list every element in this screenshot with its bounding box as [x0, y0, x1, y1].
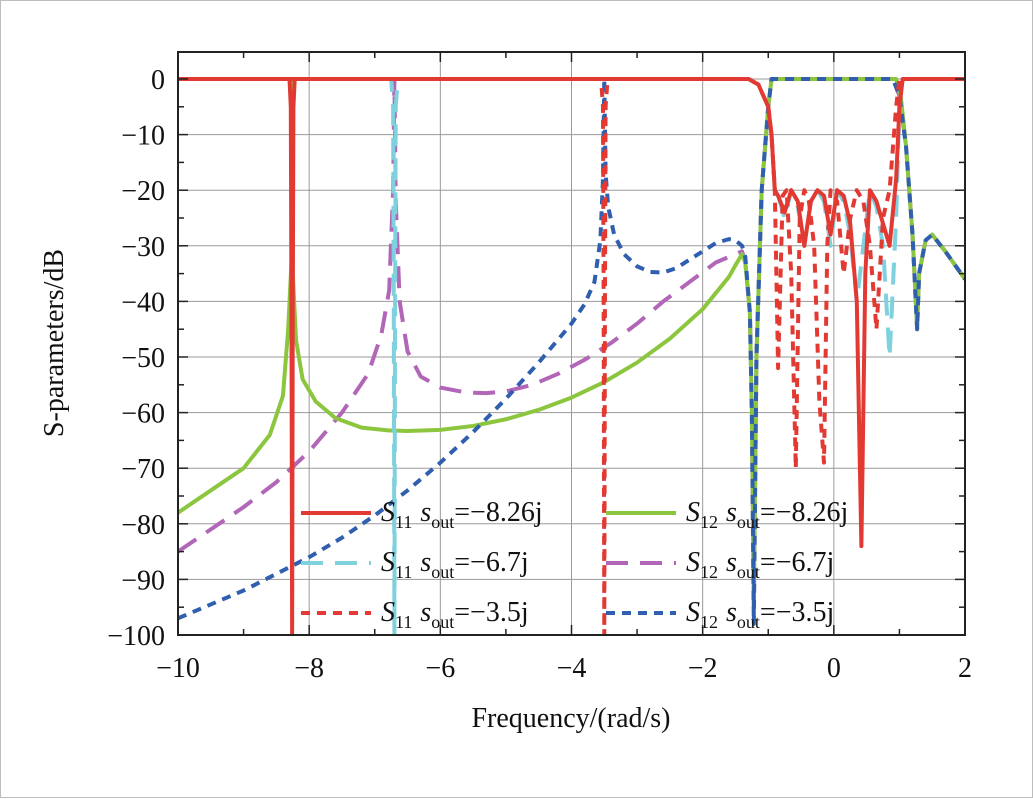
- legend-value: =−3.5j: [760, 597, 834, 628]
- legend-entry-5: S12 sout=−3.5j: [686, 597, 834, 632]
- legend-entry-2: S11 sout=−6.7j: [381, 547, 529, 582]
- y-tick-labels: 0 −10 −20 −30 −40 −50 −60 −70 −80 −90 −100: [107, 65, 165, 652]
- x-tick-label: −2: [688, 653, 718, 684]
- series-line-0: [178, 77, 965, 635]
- legend-var-subscript: out: [737, 512, 760, 532]
- x-tick-label: 0: [827, 653, 841, 684]
- y-tick-label: −80: [121, 510, 165, 541]
- legend-var-subscript: out: [737, 562, 760, 582]
- legend-subscript: 11: [395, 512, 412, 532]
- y-tick-label: 0: [151, 65, 165, 96]
- legend-var-subscript: out: [737, 612, 760, 632]
- y-tick-label: −60: [121, 399, 165, 430]
- legend-symbol: S: [381, 497, 395, 528]
- x-axis-title: Frequency/(rad/s): [471, 703, 670, 734]
- legend-variable: s: [420, 497, 431, 528]
- axis-ticks: [177, 52, 966, 636]
- y-tick-label: −30: [121, 232, 165, 263]
- legend-variable: s: [420, 597, 431, 628]
- x-tick-label: 2: [958, 653, 972, 684]
- legend-value: =−8.26j: [454, 497, 542, 528]
- legend-var-subscript: out: [431, 562, 454, 582]
- y-tick-label: −100: [107, 621, 165, 652]
- y-axis-title: S-parameters/dB: [39, 249, 70, 437]
- legend-symbol: S: [686, 597, 700, 628]
- legend-variable: s: [726, 547, 737, 578]
- legend-value: =−8.26j: [760, 497, 848, 528]
- legend-symbol: S: [381, 597, 395, 628]
- legend-subscript: 12: [700, 512, 718, 532]
- legend-variable: s: [420, 547, 431, 578]
- y-tick-label: −40: [121, 287, 165, 318]
- legend-symbol: S: [381, 547, 395, 578]
- legend-entry-4: S11 sout=−3.5j: [381, 597, 529, 632]
- legend-subscript: 12: [700, 612, 718, 632]
- grid: [178, 52, 965, 635]
- y-tick-label: −90: [121, 565, 165, 596]
- y-tick-label: −70: [121, 454, 165, 485]
- legend-entry-1: S12 sout=−8.26j: [686, 497, 848, 532]
- series-line-2: [178, 77, 965, 635]
- legend-subscript: 12: [700, 562, 718, 582]
- legend-entry-3: S12 sout=−6.7j: [686, 547, 834, 582]
- legend-var-subscript: out: [431, 612, 454, 632]
- series-line-5: [178, 77, 965, 626]
- legend-subscript: 11: [395, 612, 412, 632]
- legend-symbol: S: [686, 547, 700, 578]
- legend-value: =−6.7j: [454, 547, 528, 578]
- x-tick-label: −4: [557, 653, 587, 684]
- legend-value: =−6.7j: [760, 547, 834, 578]
- legend-entry-0: S11 sout=−8.26j: [381, 497, 543, 532]
- legend-subscript: 11: [395, 562, 412, 582]
- legend-variable: s: [726, 497, 737, 528]
- legend-symbol: S: [686, 497, 700, 528]
- y-tick-label: −10: [121, 121, 165, 152]
- legend-variable: s: [726, 597, 737, 628]
- series-layer: [178, 77, 965, 635]
- x-tick-label: −6: [425, 653, 455, 684]
- legend-var-subscript: out: [431, 512, 454, 532]
- legend-value: =−3.5j: [454, 597, 528, 628]
- x-tick-label: −10: [156, 653, 200, 684]
- series-line-4: [178, 77, 965, 635]
- y-tick-label: −50: [121, 343, 165, 374]
- x-tick-label: −8: [294, 653, 324, 684]
- x-tick-labels: −10 −8 −6 −4 −2 0 2: [156, 653, 972, 684]
- y-tick-label: −20: [121, 176, 165, 207]
